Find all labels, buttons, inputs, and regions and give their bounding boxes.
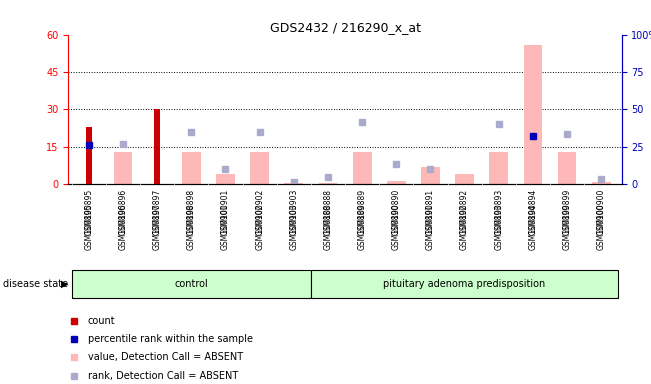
- Text: GSM100888: GSM100888: [324, 189, 333, 235]
- Text: GSM100890: GSM100890: [392, 189, 401, 235]
- Text: GSM100888: GSM100888: [324, 204, 333, 250]
- Text: GSM100890: GSM100890: [392, 204, 401, 250]
- Bar: [86, 127, 92, 184]
- Text: count: count: [88, 316, 115, 326]
- Text: GSM100897: GSM100897: [153, 189, 161, 235]
- Bar: [250, 152, 269, 184]
- Bar: [311, 270, 618, 298]
- Bar: [558, 152, 576, 184]
- Text: GSM100891: GSM100891: [426, 204, 435, 250]
- Bar: [455, 174, 474, 184]
- Text: GSM100896: GSM100896: [118, 204, 128, 250]
- Text: GSM100895: GSM100895: [85, 204, 93, 250]
- Text: GSM100898: GSM100898: [187, 204, 196, 250]
- Bar: [421, 167, 440, 184]
- Text: GSM100894: GSM100894: [529, 204, 537, 250]
- Text: GSM100891: GSM100891: [426, 189, 435, 235]
- Text: GSM100901: GSM100901: [221, 204, 230, 250]
- Bar: [592, 182, 611, 184]
- Text: GSM100895: GSM100895: [85, 189, 93, 235]
- Text: pituitary adenoma predisposition: pituitary adenoma predisposition: [383, 279, 546, 289]
- Bar: [318, 183, 337, 184]
- Text: GSM100900: GSM100900: [597, 204, 605, 250]
- Text: GSM100902: GSM100902: [255, 204, 264, 250]
- Text: GSM100889: GSM100889: [357, 204, 367, 250]
- Text: disease state: disease state: [3, 279, 68, 289]
- Text: GSM100901: GSM100901: [221, 189, 230, 235]
- Text: GSM100889: GSM100889: [357, 189, 367, 235]
- Text: GSM100899: GSM100899: [562, 189, 572, 235]
- Text: GSM100893: GSM100893: [494, 189, 503, 235]
- Bar: [523, 45, 542, 184]
- Text: control: control: [174, 279, 208, 289]
- Text: GSM100894: GSM100894: [529, 189, 537, 235]
- Text: GSM100903: GSM100903: [289, 189, 298, 235]
- Text: GSM100903: GSM100903: [289, 204, 298, 250]
- Text: percentile rank within the sample: percentile rank within the sample: [88, 334, 253, 344]
- Bar: [72, 270, 311, 298]
- Text: GSM100897: GSM100897: [153, 204, 161, 250]
- Bar: [490, 152, 508, 184]
- Text: GSM100898: GSM100898: [187, 189, 196, 235]
- Text: GSM100893: GSM100893: [494, 204, 503, 250]
- Bar: [353, 152, 372, 184]
- Bar: [284, 183, 303, 184]
- Text: GSM100892: GSM100892: [460, 189, 469, 235]
- Bar: [154, 109, 160, 184]
- Text: GSM100899: GSM100899: [562, 204, 572, 250]
- Bar: [182, 152, 201, 184]
- Text: GSM100896: GSM100896: [118, 189, 128, 235]
- Text: GDS2432 / 216290_x_at: GDS2432 / 216290_x_at: [270, 21, 421, 34]
- Text: GSM100892: GSM100892: [460, 204, 469, 250]
- Bar: [387, 180, 406, 184]
- Bar: [216, 174, 235, 184]
- Text: GSM100900: GSM100900: [597, 189, 605, 235]
- Text: GSM100902: GSM100902: [255, 189, 264, 235]
- Text: value, Detection Call = ABSENT: value, Detection Call = ABSENT: [88, 352, 243, 362]
- Bar: [114, 152, 132, 184]
- Text: ▶: ▶: [61, 279, 69, 289]
- Text: rank, Detection Call = ABSENT: rank, Detection Call = ABSENT: [88, 371, 238, 381]
